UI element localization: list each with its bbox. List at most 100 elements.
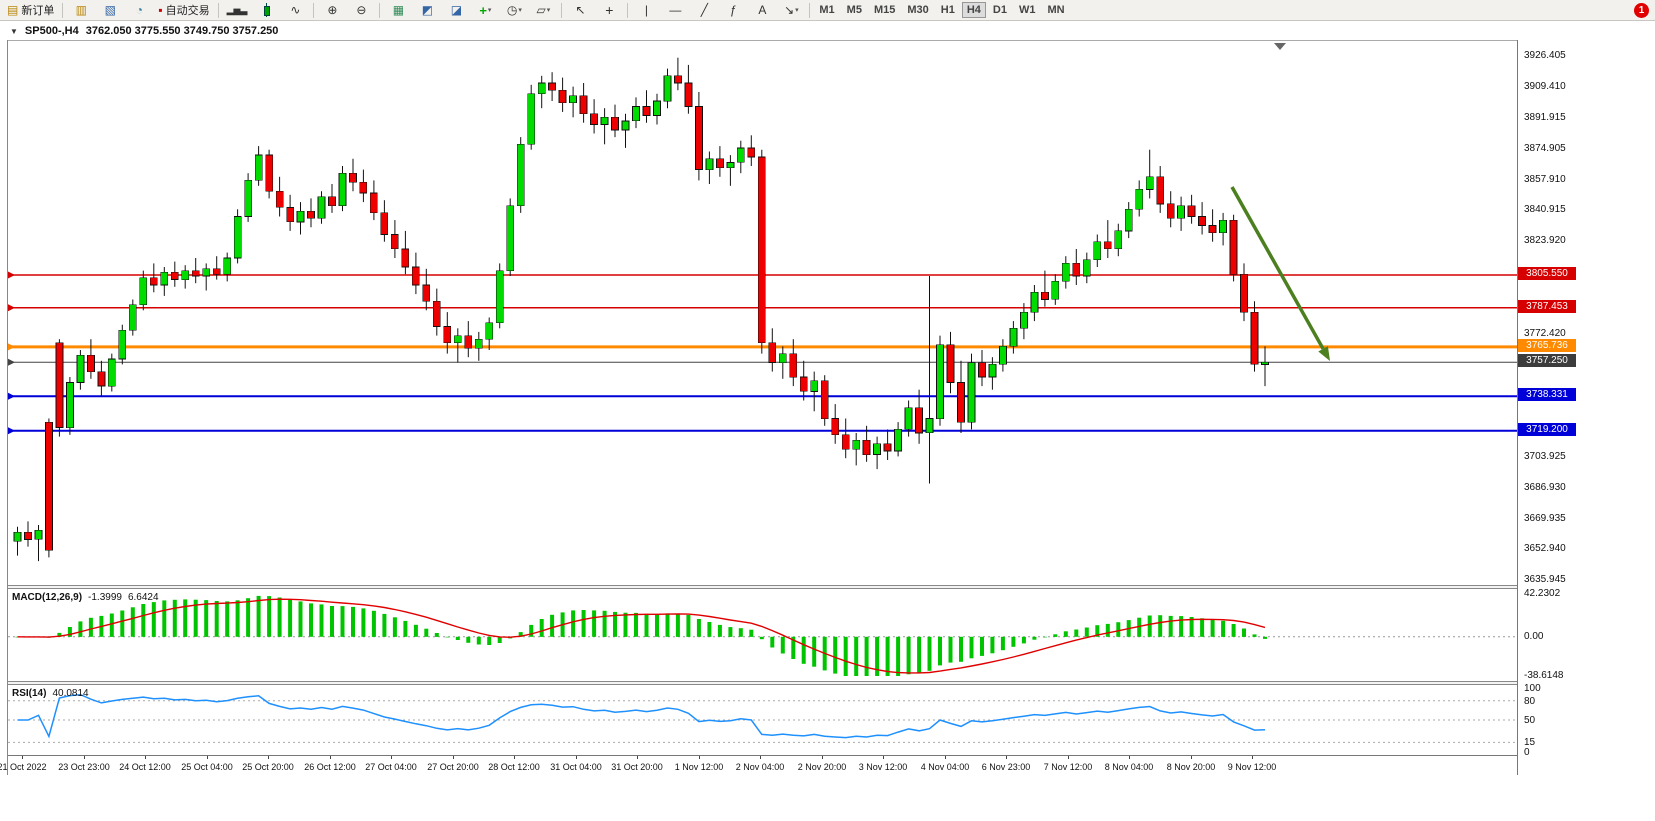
candle[interactable] <box>1009 327 1018 347</box>
candle[interactable] <box>45 421 53 551</box>
candle[interactable] <box>1261 361 1269 365</box>
tile-windows-button[interactable]: ▦ <box>384 0 412 20</box>
candle[interactable] <box>55 342 64 428</box>
candle[interactable] <box>13 531 22 542</box>
pane-splitter[interactable] <box>8 681 1517 685</box>
zoom-in-button[interactable]: ⊕ <box>318 0 346 20</box>
profiles-button[interactable]: ▧ <box>96 0 124 20</box>
candle[interactable] <box>485 322 494 340</box>
chart-window-button[interactable]: ▥ <box>67 0 95 20</box>
candle[interactable] <box>915 407 923 434</box>
candle[interactable] <box>611 116 619 131</box>
candle[interactable] <box>1020 311 1028 329</box>
candle[interactable] <box>338 172 347 207</box>
candle[interactable] <box>831 418 840 436</box>
candle[interactable] <box>873 443 881 455</box>
candle[interactable] <box>1198 216 1206 226</box>
candle[interactable] <box>1051 281 1060 300</box>
candle[interactable] <box>852 439 861 450</box>
candle[interactable] <box>1135 189 1144 210</box>
pane-splitter[interactable] <box>8 585 1517 589</box>
candle[interactable] <box>181 270 190 280</box>
candle[interactable] <box>705 158 714 170</box>
candle[interactable] <box>349 172 357 183</box>
arrows-button[interactable]: ↘ ▾ <box>777 0 805 20</box>
candlestick-button[interactable] <box>252 0 280 20</box>
candle[interactable] <box>307 210 315 219</box>
chart-menu-triangle-icon[interactable]: ▼ <box>10 26 18 36</box>
candle[interactable] <box>999 346 1007 365</box>
line-chart-button[interactable]: ∿ <box>281 0 309 20</box>
candle[interactable] <box>558 89 567 104</box>
template-button[interactable]: ▱ ▾ <box>529 0 557 20</box>
candle[interactable] <box>726 162 735 169</box>
candle[interactable] <box>1082 259 1091 277</box>
candle[interactable] <box>663 75 672 102</box>
candle[interactable] <box>296 210 305 223</box>
candle[interactable] <box>128 304 137 331</box>
candle[interactable] <box>453 335 462 344</box>
timeframe-D1-button[interactable]: D1 <box>988 2 1012 18</box>
timeframe-W1-button[interactable]: W1 <box>1014 2 1041 18</box>
price-axis[interactable]: 3926.405 3909.410 3891.915 3874.905 3857.910… <box>1517 40 1655 775</box>
candle[interactable] <box>506 205 515 271</box>
candle[interactable] <box>1030 291 1039 313</box>
candle[interactable] <box>34 530 43 540</box>
chart-shift-marker[interactable] <box>1274 43 1286 50</box>
candle[interactable] <box>516 143 525 206</box>
main-chart[interactable] <box>8 40 1517 586</box>
new-order-button[interactable]: ▤ 新订单 <box>3 0 58 20</box>
candle[interactable] <box>170 272 179 280</box>
candle[interactable] <box>569 95 577 104</box>
candle[interactable] <box>87 355 95 372</box>
candle[interactable] <box>66 382 74 428</box>
candle[interactable] <box>716 158 724 169</box>
candle[interactable] <box>202 268 211 277</box>
candle[interactable] <box>1072 263 1081 277</box>
candle[interactable] <box>684 82 693 107</box>
candle[interactable] <box>946 344 955 383</box>
candle[interactable] <box>328 196 336 206</box>
candle[interactable] <box>412 266 420 286</box>
timeframe-M30-button[interactable]: M30 <box>902 2 933 18</box>
candle[interactable] <box>736 147 745 163</box>
indicators-window-button[interactable]: ◩ <box>413 0 441 20</box>
candle[interactable] <box>768 342 777 363</box>
candle[interactable] <box>1250 311 1259 365</box>
candle[interactable] <box>1124 208 1133 232</box>
candle[interactable] <box>1229 219 1238 275</box>
time-axis[interactable]: 21 Oct 2022 23 Oct 23:00 24 Oct 12:00 25 Oc… <box>0 755 1517 776</box>
candle[interactable] <box>799 376 808 392</box>
candle[interactable] <box>107 358 116 387</box>
candle[interactable] <box>1187 205 1196 217</box>
candle[interactable] <box>191 270 200 277</box>
candle[interactable] <box>286 207 294 223</box>
rsi-pane[interactable] <box>8 686 1517 755</box>
candle[interactable] <box>1093 241 1102 261</box>
candle[interactable] <box>432 300 441 327</box>
candle[interactable] <box>967 362 976 423</box>
candle[interactable] <box>212 268 221 275</box>
candle[interactable] <box>778 353 787 363</box>
candle[interactable] <box>265 154 273 192</box>
candle[interactable] <box>674 75 682 84</box>
candle[interactable] <box>621 120 630 131</box>
macd-pane[interactable] <box>8 590 1517 681</box>
vertical-line-button[interactable]: | <box>632 0 660 20</box>
candle[interactable] <box>401 248 410 268</box>
candle[interactable] <box>747 147 756 158</box>
cursor-button[interactable]: ↖ <box>566 0 594 20</box>
candle[interactable] <box>642 106 651 116</box>
candle[interactable] <box>894 429 902 452</box>
add-indicator-button[interactable]: + ▾ <box>471 0 499 20</box>
candle[interactable] <box>695 106 703 170</box>
candle[interactable] <box>988 364 997 378</box>
candle[interactable] <box>820 380 829 419</box>
text-button[interactable]: A <box>748 0 776 20</box>
candle[interactable] <box>139 277 148 306</box>
candle[interactable] <box>244 180 252 217</box>
candle[interactable] <box>254 154 263 181</box>
candle[interactable] <box>443 326 452 344</box>
candle[interactable] <box>757 156 766 344</box>
candle[interactable] <box>422 284 431 302</box>
